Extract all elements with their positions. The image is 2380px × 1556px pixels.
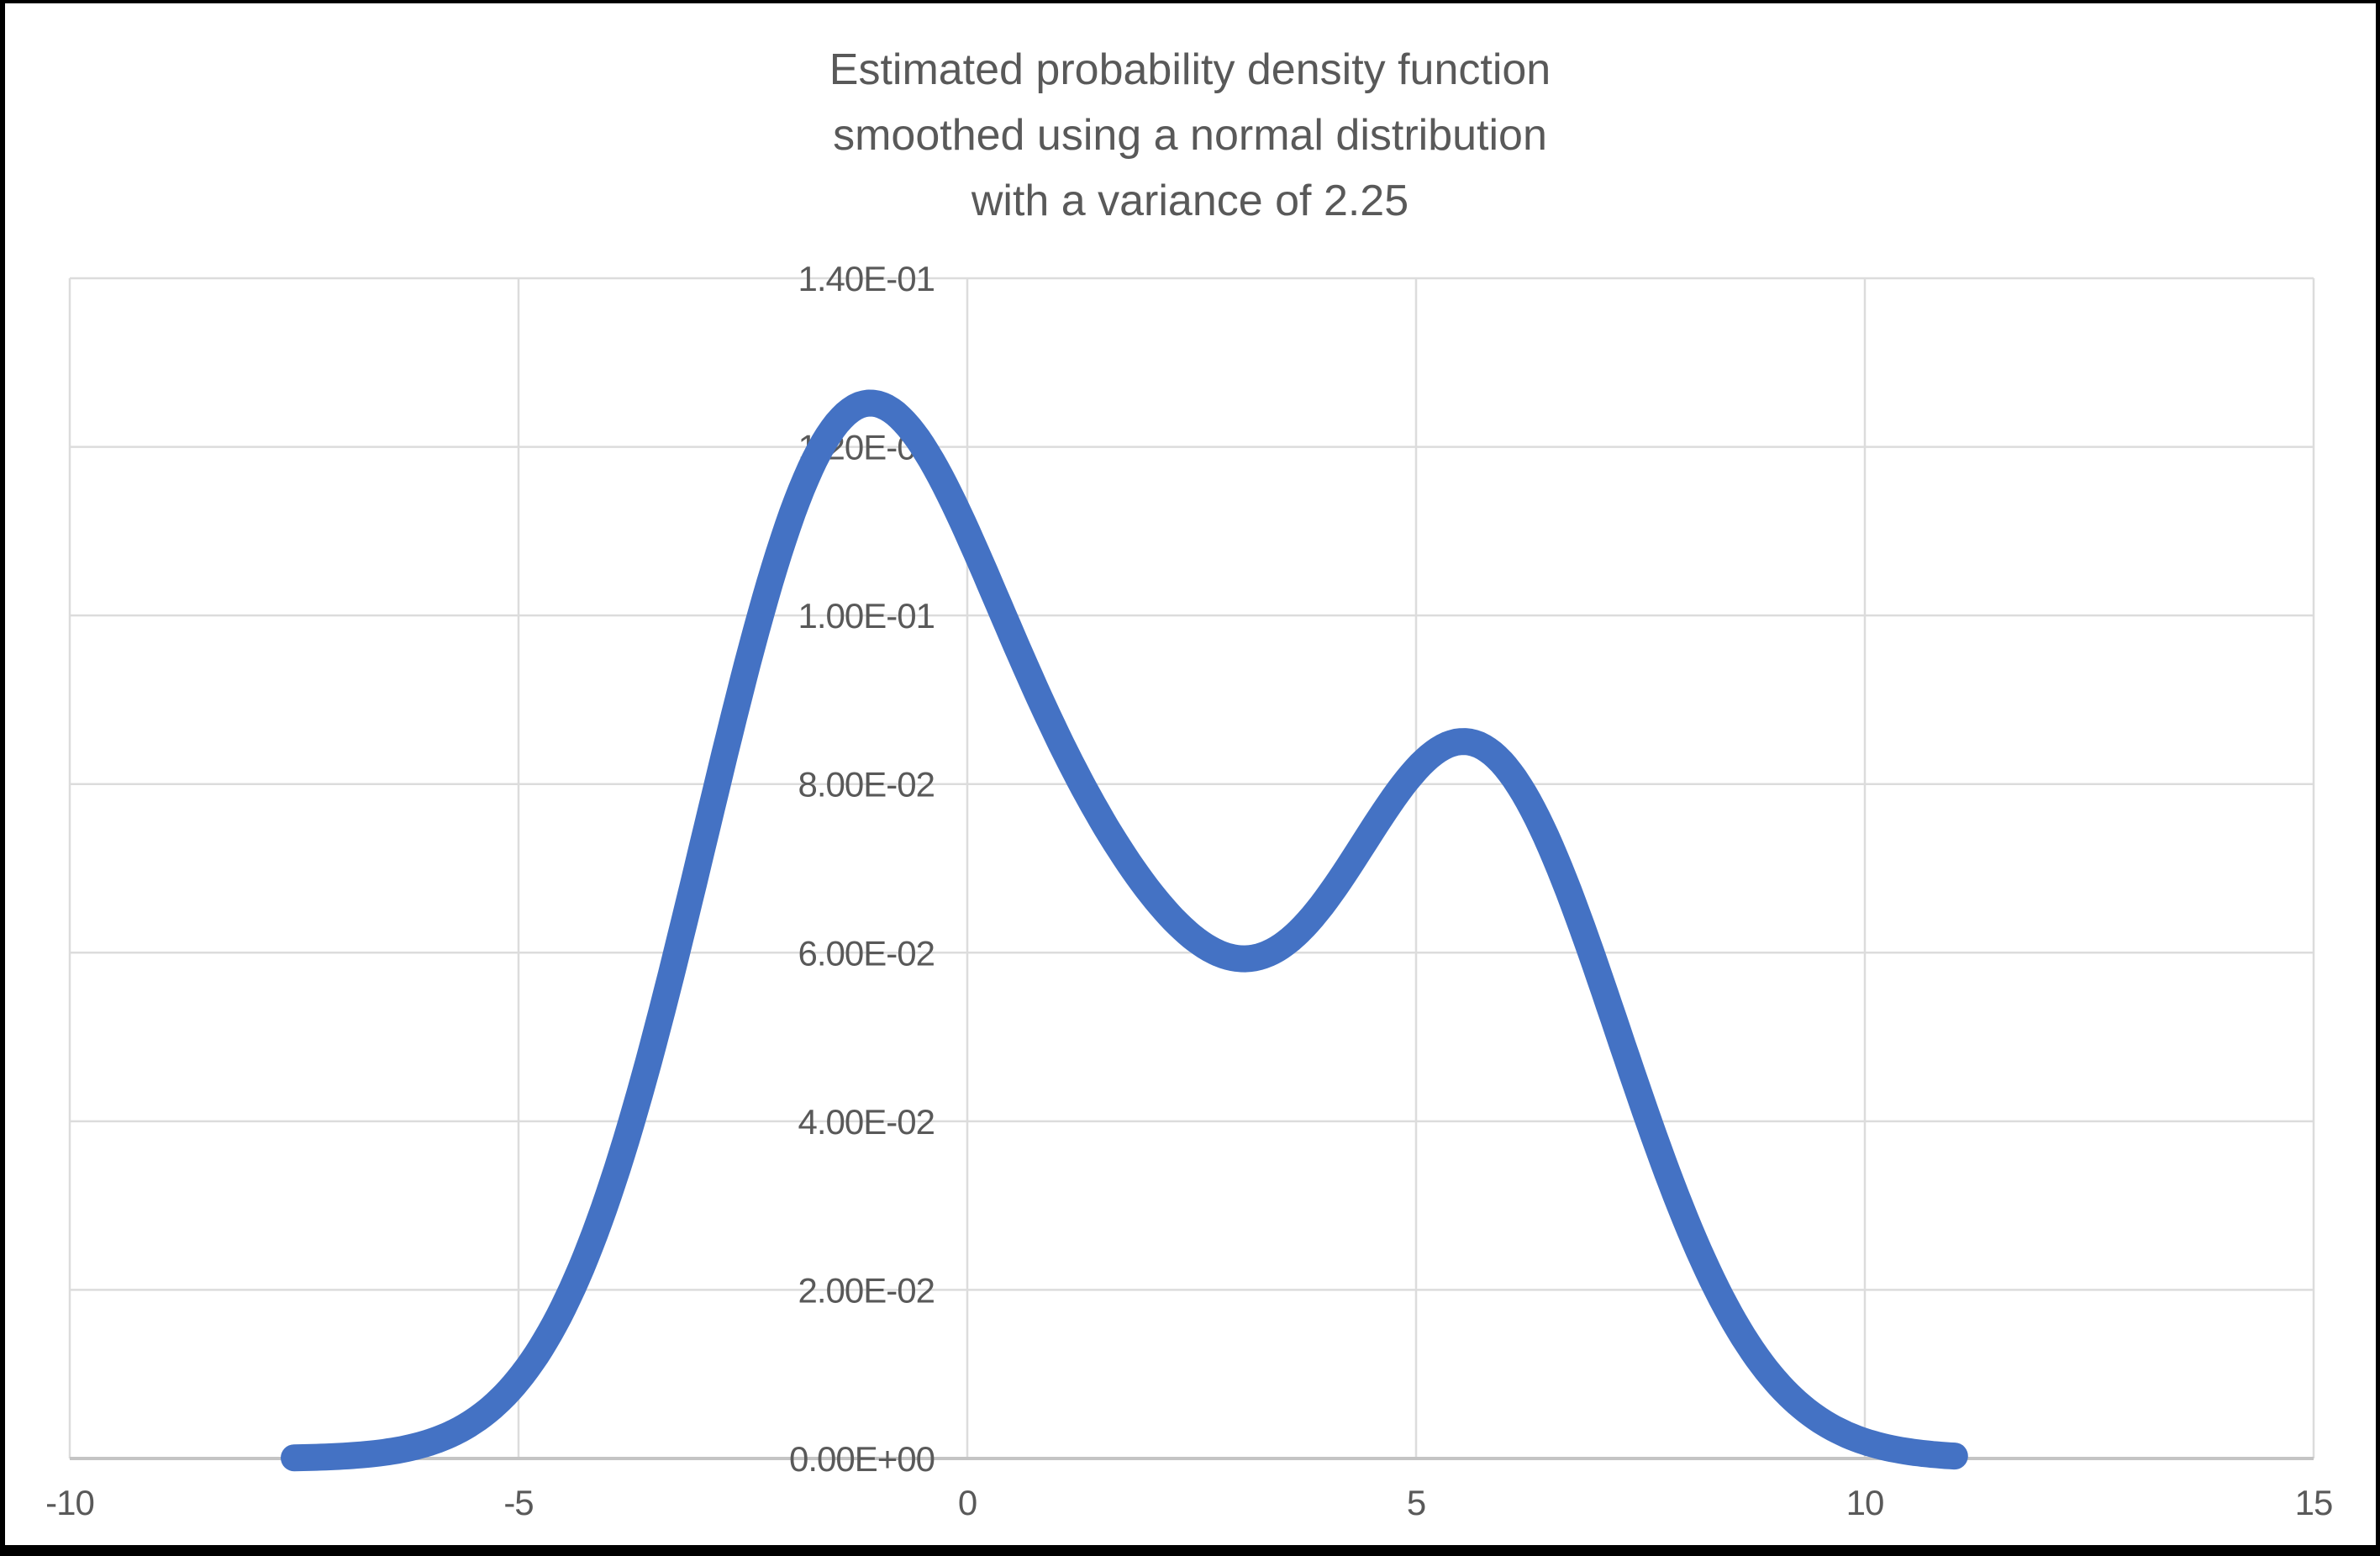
- y-tick-label: 8.00E-02: [798, 765, 935, 804]
- y-tick-label: 1.00E-01: [798, 596, 935, 636]
- x-tick-label: 15: [2295, 1483, 2333, 1522]
- x-tick-label: 10: [1846, 1483, 1884, 1522]
- x-tick-label: -10: [45, 1483, 94, 1522]
- y-tick-label: 0.00E+00: [789, 1439, 935, 1479]
- y-tick-label: 4.00E-02: [798, 1102, 935, 1142]
- y-tick-label: 1.40E-01: [798, 259, 935, 298]
- plot-area: 1.40E-01 1.20E-01 1.00E-01 8.00E-02 6.00E-02…: [45, 259, 2333, 1522]
- chart-title-line-2: smoothed using a normal distribution: [833, 111, 1547, 160]
- x-tick-label: 0: [958, 1483, 977, 1522]
- chart-title: Estimated probability density function s…: [0, 37, 2380, 234]
- x-tick-label: -5: [503, 1483, 533, 1522]
- plot-svg: 1.40E-011.20E-011.00E-018.00E-026.00E-02…: [45, 259, 2333, 1522]
- y-tick-label: 2.00E-02: [798, 1270, 935, 1310]
- y-tick-label: 6.00E-02: [798, 933, 935, 973]
- x-tick-label: 5: [1407, 1483, 1425, 1522]
- chart-title-line-3: with a variance of 2.25: [971, 177, 1409, 225]
- chart-title-line-1: Estimated probability density function: [829, 45, 1551, 94]
- kde-curve: [281, 389, 1968, 1472]
